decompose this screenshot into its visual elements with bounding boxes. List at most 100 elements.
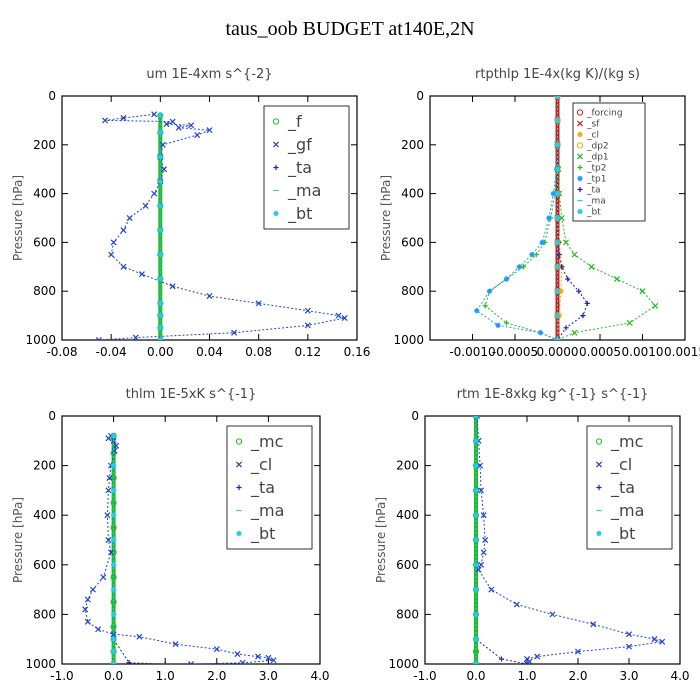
series-cl-point <box>534 653 541 660</box>
series-bt-point <box>157 130 163 136</box>
legend-cl-point <box>595 461 603 468</box>
series-bt-point <box>157 154 163 160</box>
figure-title: taus_oob BUDGET at140E,2N <box>225 18 475 40</box>
series-cl-point <box>651 636 658 643</box>
legend-bt-point <box>273 210 279 217</box>
panel-title: rtpthlp 1E-4x(kg K)/(kg s) <box>475 67 640 82</box>
series-layer <box>472 416 666 664</box>
y-tick-label: 800 <box>396 607 419 621</box>
legend-ta-point <box>577 186 583 193</box>
series-ta-point <box>126 660 132 664</box>
series-cl-point <box>659 638 666 645</box>
series-bt-point <box>554 313 561 319</box>
series-cl-point <box>625 631 633 638</box>
legend-label: _ma <box>586 197 606 207</box>
series-bt-point <box>554 215 561 221</box>
series-gf-point <box>120 227 127 234</box>
series-tp1-point <box>495 322 501 328</box>
legend-cl-point <box>577 131 583 138</box>
series-gf-point <box>95 336 102 340</box>
series-bt-point <box>157 300 163 306</box>
x-tick-label: 3.0 <box>259 669 278 683</box>
x-tick-label: -0.04 <box>96 345 127 359</box>
y-tick-label: 200 <box>396 459 419 473</box>
series-cl <box>82 432 277 664</box>
x-tick-label: 1.0 <box>517 669 536 683</box>
series-dp1-point <box>588 263 595 270</box>
series-cl-point <box>513 601 520 608</box>
series-cl-point <box>478 487 485 494</box>
series-gf-point <box>159 141 166 148</box>
series-bt-point <box>157 112 163 119</box>
series-cl-point <box>104 512 111 519</box>
series-ta <box>473 416 530 664</box>
series-tp1-point <box>474 308 480 314</box>
series-cl-point <box>213 646 220 653</box>
y-tick-label: 600 <box>33 235 56 249</box>
y-tick-label: 1000 <box>25 657 56 671</box>
series-cl-point <box>473 416 481 420</box>
x-tick-label: 1.0 <box>156 669 175 683</box>
legend: _mc _cl _ta _ma _bt <box>586 425 673 550</box>
series-cl-point <box>239 659 246 664</box>
series-cl-point <box>105 536 112 544</box>
series-bt-point <box>554 191 561 197</box>
series-bt-point <box>111 433 117 439</box>
series-cl-point <box>270 657 277 664</box>
series-cl-point <box>172 641 179 648</box>
series-cl-point <box>105 435 112 442</box>
series-cl-point <box>136 633 143 640</box>
series-gf-point <box>169 283 176 290</box>
legend-ta-point <box>236 484 242 491</box>
series-bt-point <box>157 227 163 233</box>
series-bt <box>554 96 561 340</box>
series-cl-point <box>255 653 262 660</box>
x-tick-label: 0.0005 <box>579 345 621 359</box>
x-tick-label: 2.0 <box>207 669 226 683</box>
series-bt <box>111 433 117 664</box>
series-gf-point <box>163 121 170 128</box>
series-cl-point <box>107 549 115 556</box>
series-dp1-point <box>571 251 578 258</box>
legend-label: _ta <box>610 478 635 498</box>
series-tp2-point <box>482 303 488 309</box>
legend-tp2-point <box>577 164 583 171</box>
series-gf-point <box>335 312 342 319</box>
series-gf-point <box>101 117 109 124</box>
series-gf-point <box>120 114 127 121</box>
legend-forcing-point <box>576 109 584 116</box>
series-bt-point <box>554 117 561 123</box>
series-bt-point <box>473 636 479 642</box>
legend-label: _ta <box>586 186 601 196</box>
y-tick-label: 400 <box>396 508 419 522</box>
series-gf-point <box>255 300 262 307</box>
x-tick-label: -1.0 <box>413 669 436 683</box>
legend-label: _ma <box>287 181 321 201</box>
series-bt-point <box>157 325 163 331</box>
series-tp1-point <box>546 215 552 221</box>
series-bt-point <box>157 178 163 184</box>
series-dp1-point <box>571 329 578 336</box>
x-tick-label: 0.04 <box>196 345 223 359</box>
legend-bt-point <box>577 208 583 215</box>
series-cl-point <box>100 574 107 581</box>
series-cl-point <box>480 549 487 556</box>
series-gf-point <box>160 166 168 173</box>
series-bt-point <box>111 649 117 655</box>
y-tick-label: 0 <box>48 89 56 103</box>
series-gf-point <box>304 322 311 329</box>
legend-label: _bt <box>586 208 601 218</box>
series-bt <box>473 416 479 664</box>
legend-label: _dp2 <box>586 142 609 152</box>
series-cl-point <box>482 536 489 544</box>
series-cl-point <box>478 561 485 568</box>
y-axis-label: Pressure [hPa] <box>379 175 393 261</box>
legend-label: _tp1 <box>586 175 606 185</box>
series-cl-point <box>110 631 117 638</box>
y-tick-label: 600 <box>401 235 424 249</box>
series-gf-point <box>194 132 201 139</box>
series-gf-point <box>138 271 145 278</box>
y-tick-label: 1000 <box>388 657 419 671</box>
